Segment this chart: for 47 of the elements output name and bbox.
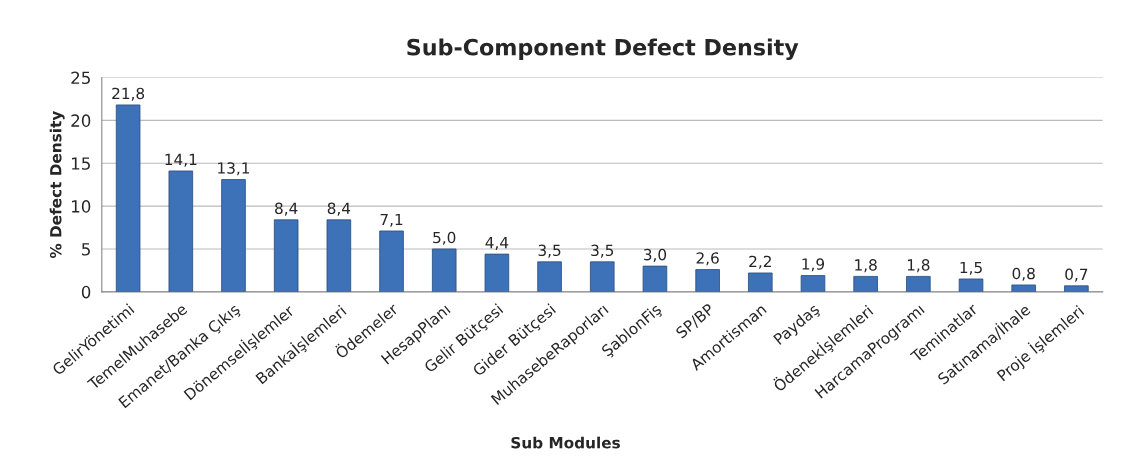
data-label: 1,8	[855, 259, 877, 273]
x-axis-title: Sub Modules	[511, 436, 620, 449]
y-tick-label: 15	[72, 157, 90, 170]
bar	[484, 253, 510, 292]
data-label: 3,0	[643, 248, 667, 262]
data-label: 0,8	[1012, 267, 1035, 281]
y-tick-label: 10	[72, 200, 91, 213]
bar	[853, 275, 878, 292]
bar	[906, 275, 931, 292]
data-label: 2,6	[696, 252, 719, 266]
bar	[326, 219, 352, 292]
bar	[379, 230, 404, 292]
data-label: 8,4	[275, 202, 298, 216]
data-label: 1,9	[802, 258, 825, 272]
data-label: 1,5	[960, 261, 982, 275]
bar	[537, 261, 562, 292]
bar	[168, 170, 194, 292]
chart-title: Sub-Component Defect Density	[407, 38, 799, 61]
data-label: 7,1	[380, 213, 403, 227]
data-label: 1,8	[907, 259, 930, 273]
bar	[273, 219, 299, 292]
y-tick-label: 25	[71, 71, 90, 85]
y-axis-title: % Defect Density	[49, 111, 65, 259]
data-label: 13,1	[218, 162, 250, 176]
bar	[748, 272, 773, 292]
data-label: 3,5	[591, 244, 614, 258]
data-label: 8,4	[327, 202, 351, 216]
data-label: 5,0	[433, 231, 456, 245]
bar	[800, 275, 826, 292]
data-label: 3,5	[538, 244, 561, 258]
y-tick-label: 20	[71, 114, 91, 127]
data-label: 14,1	[165, 153, 197, 167]
data-label: 2,2	[749, 255, 771, 269]
bar	[589, 261, 615, 292]
bar	[221, 179, 246, 292]
y-tick-label: 5	[82, 243, 90, 256]
bar	[958, 278, 984, 292]
data-label: 0,7	[1065, 268, 1088, 282]
y-tick-label: 0	[81, 285, 91, 299]
data-label: 21,8	[112, 87, 145, 101]
data-label: 4,4	[485, 237, 509, 250]
bar	[431, 248, 457, 292]
bar	[1011, 284, 1036, 292]
bar	[1064, 285, 1089, 292]
bar	[695, 269, 720, 292]
bar	[115, 104, 141, 292]
bar	[642, 265, 668, 292]
